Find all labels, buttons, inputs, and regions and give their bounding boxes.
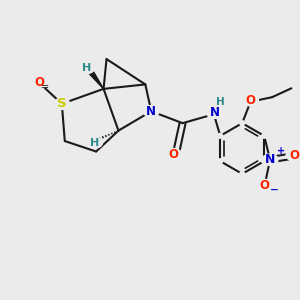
Text: O: O [289, 149, 299, 162]
Text: O: O [169, 148, 178, 161]
Ellipse shape [262, 134, 266, 138]
Text: H: H [90, 137, 99, 148]
Ellipse shape [218, 159, 223, 164]
Text: N: N [265, 153, 275, 166]
Ellipse shape [240, 172, 244, 176]
Ellipse shape [87, 137, 103, 148]
Ellipse shape [54, 98, 70, 110]
Text: H: H [216, 97, 225, 107]
Ellipse shape [79, 62, 94, 74]
Ellipse shape [166, 148, 182, 160]
Ellipse shape [32, 77, 47, 88]
Ellipse shape [256, 179, 272, 191]
Text: N: N [209, 106, 220, 119]
Text: O: O [245, 94, 256, 107]
Text: H: H [82, 63, 91, 73]
Text: =: = [41, 82, 49, 92]
Ellipse shape [262, 159, 266, 164]
Text: S: S [57, 97, 67, 110]
Polygon shape [88, 70, 103, 89]
Text: −: − [270, 184, 278, 194]
Ellipse shape [262, 154, 278, 165]
Ellipse shape [143, 106, 159, 117]
Ellipse shape [240, 121, 244, 126]
Ellipse shape [207, 107, 222, 118]
Ellipse shape [218, 134, 223, 138]
Text: N: N [146, 105, 156, 118]
Text: O: O [259, 178, 269, 191]
Ellipse shape [286, 150, 300, 161]
Text: O: O [34, 76, 44, 89]
Ellipse shape [243, 94, 258, 106]
Text: +: + [278, 146, 286, 156]
